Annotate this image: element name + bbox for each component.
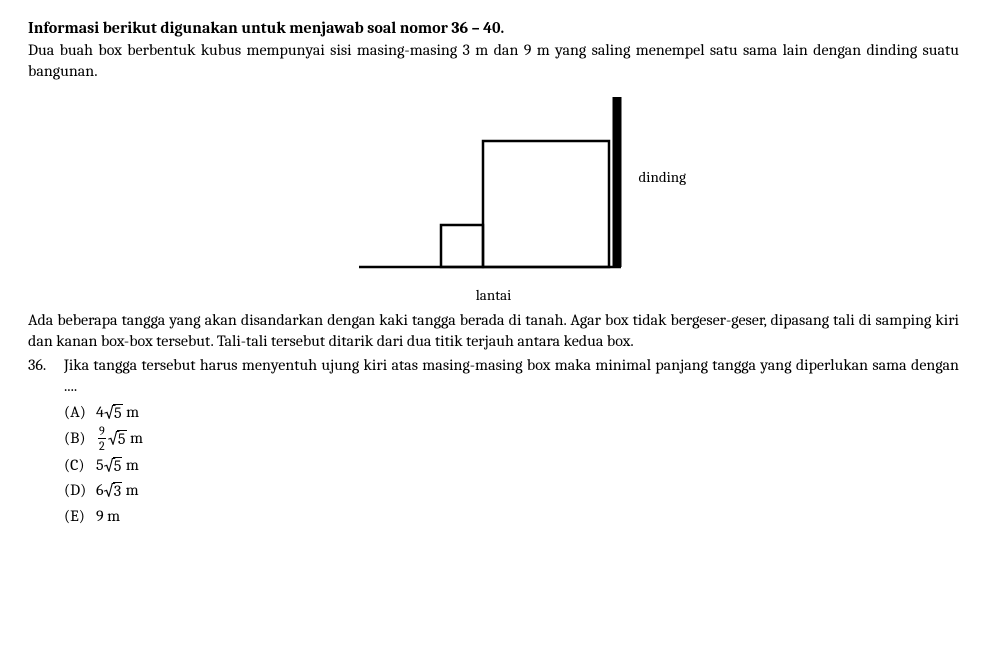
option-b-unit: m [127, 429, 144, 447]
option-c-unit: m [122, 456, 139, 474]
question-36: 36. Jika tangga tersebut harus menyentuh… [28, 355, 959, 530]
geometry-figure: dinding lantai [359, 97, 629, 306]
option-c: (C) 5√5 m [64, 453, 959, 479]
question-number: 36. [28, 355, 64, 530]
intro-paragraph: Dua buah box berbentuk kubus mempunyai s… [28, 40, 959, 83]
option-b-value: 9 2 √5 m [96, 426, 143, 453]
option-a: (A) 4√5 m [64, 400, 959, 426]
option-d-prefix: 6 [96, 481, 104, 499]
fraction-icon: 9 2 [98, 425, 106, 452]
sqrt-icon: √5 [104, 457, 123, 476]
option-e-label: (E) [64, 504, 96, 530]
label-lantai: lantai [359, 285, 629, 305]
option-c-label: (C) [64, 453, 96, 479]
sqrt-icon: √5 [108, 430, 127, 449]
option-a-label: (A) [64, 400, 96, 426]
figure-container: dinding lantai [28, 97, 959, 306]
option-a-value: 4√5 m [96, 400, 139, 426]
option-e-value: 9 m [96, 504, 120, 530]
option-b-label: (B) [64, 426, 96, 452]
question-text: Jika tangga tersebut harus menyentuh uju… [64, 355, 959, 398]
options-list: (A) 4√5 m (B) 9 2 √5 m (C) 5√5 m [64, 400, 959, 529]
option-a-unit: m [123, 403, 140, 421]
question-body: Jika tangga tersebut harus menyentuh uju… [64, 355, 959, 530]
info-heading: Informasi berikut digunakan untuk menjaw… [28, 18, 959, 40]
boxes-diagram [359, 97, 629, 277]
sqrt-icon: √3 [104, 482, 123, 501]
option-a-prefix: 4 [96, 403, 104, 421]
option-b-num: 9 [98, 425, 106, 438]
option-d-value: 6√3 m [96, 478, 139, 504]
option-d-unit: m [122, 481, 139, 499]
label-dinding: dinding [639, 167, 687, 187]
option-d: (D) 6√3 m [64, 478, 959, 504]
sqrt-icon: √5 [104, 404, 123, 423]
option-b-den: 2 [98, 438, 106, 452]
context-paragraph: Ada beberapa tangga yang akan disandarka… [28, 310, 959, 353]
option-e: (E) 9 m [64, 504, 959, 530]
option-c-value: 5√5 m [96, 453, 139, 479]
option-c-prefix: 5 [96, 456, 104, 474]
option-b: (B) 9 2 √5 m [64, 426, 959, 453]
option-d-label: (D) [64, 478, 96, 504]
